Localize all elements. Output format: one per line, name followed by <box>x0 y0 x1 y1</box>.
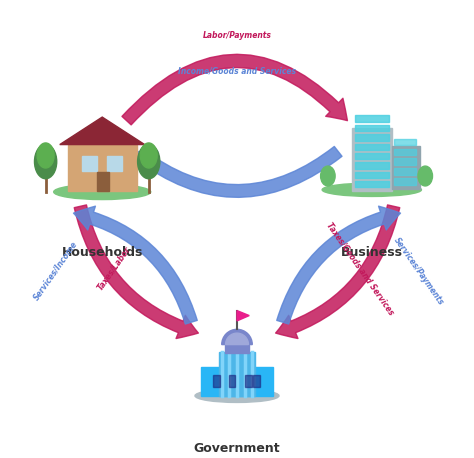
FancyBboxPatch shape <box>107 156 122 171</box>
Polygon shape <box>237 311 249 321</box>
FancyBboxPatch shape <box>352 128 392 191</box>
FancyBboxPatch shape <box>355 153 389 159</box>
FancyBboxPatch shape <box>394 148 416 155</box>
FancyBboxPatch shape <box>355 181 389 187</box>
Ellipse shape <box>140 143 157 168</box>
Text: Services/Income: Services/Income <box>31 240 79 302</box>
FancyBboxPatch shape <box>68 145 137 191</box>
FancyBboxPatch shape <box>246 375 252 387</box>
Ellipse shape <box>35 144 57 179</box>
FancyBboxPatch shape <box>82 156 97 171</box>
Text: Income/Goods and Services: Income/Goods and Services <box>178 66 296 76</box>
Ellipse shape <box>320 166 335 186</box>
FancyBboxPatch shape <box>355 125 389 131</box>
FancyBboxPatch shape <box>394 169 416 175</box>
Text: Taxes/Labor: Taxes/Labor <box>95 245 132 292</box>
FancyBboxPatch shape <box>228 375 236 387</box>
FancyBboxPatch shape <box>355 143 389 150</box>
Text: Business: Business <box>341 246 403 259</box>
FancyArrowPatch shape <box>74 205 199 338</box>
FancyArrowPatch shape <box>73 206 197 324</box>
FancyArrowPatch shape <box>136 147 342 197</box>
FancyArrowPatch shape <box>122 55 347 125</box>
FancyBboxPatch shape <box>219 352 255 396</box>
Text: Taxes/Goods and Services: Taxes/Goods and Services <box>325 221 396 316</box>
Ellipse shape <box>322 183 421 196</box>
FancyBboxPatch shape <box>392 146 419 189</box>
FancyBboxPatch shape <box>355 115 389 122</box>
Text: Households: Households <box>62 246 143 259</box>
Wedge shape <box>226 333 248 344</box>
FancyBboxPatch shape <box>355 172 389 178</box>
FancyBboxPatch shape <box>355 134 389 141</box>
FancyBboxPatch shape <box>213 375 220 387</box>
Ellipse shape <box>195 389 279 403</box>
FancyArrowPatch shape <box>277 206 401 324</box>
Text: Labor/Payments: Labor/Payments <box>202 31 272 39</box>
Ellipse shape <box>54 184 151 200</box>
FancyBboxPatch shape <box>394 158 416 165</box>
Ellipse shape <box>37 143 54 168</box>
FancyBboxPatch shape <box>355 162 389 169</box>
FancyBboxPatch shape <box>394 139 416 145</box>
Ellipse shape <box>418 166 432 186</box>
FancyBboxPatch shape <box>394 178 416 185</box>
Polygon shape <box>60 117 145 145</box>
Text: Government: Government <box>194 442 280 455</box>
FancyArrowPatch shape <box>275 205 400 338</box>
Ellipse shape <box>137 144 160 179</box>
FancyBboxPatch shape <box>201 367 273 396</box>
FancyBboxPatch shape <box>253 375 260 387</box>
Text: Services/Payments: Services/Payments <box>392 235 446 306</box>
FancyBboxPatch shape <box>97 172 109 191</box>
Wedge shape <box>222 329 252 344</box>
FancyBboxPatch shape <box>225 344 249 353</box>
